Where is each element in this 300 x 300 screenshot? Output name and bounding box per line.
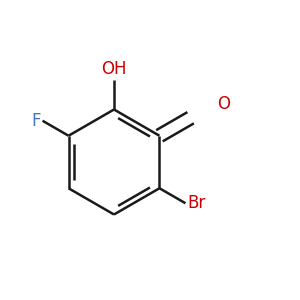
Text: Br: Br	[187, 194, 205, 212]
Text: OH: OH	[101, 60, 127, 78]
Text: F: F	[32, 112, 41, 130]
Text: O: O	[217, 95, 230, 113]
